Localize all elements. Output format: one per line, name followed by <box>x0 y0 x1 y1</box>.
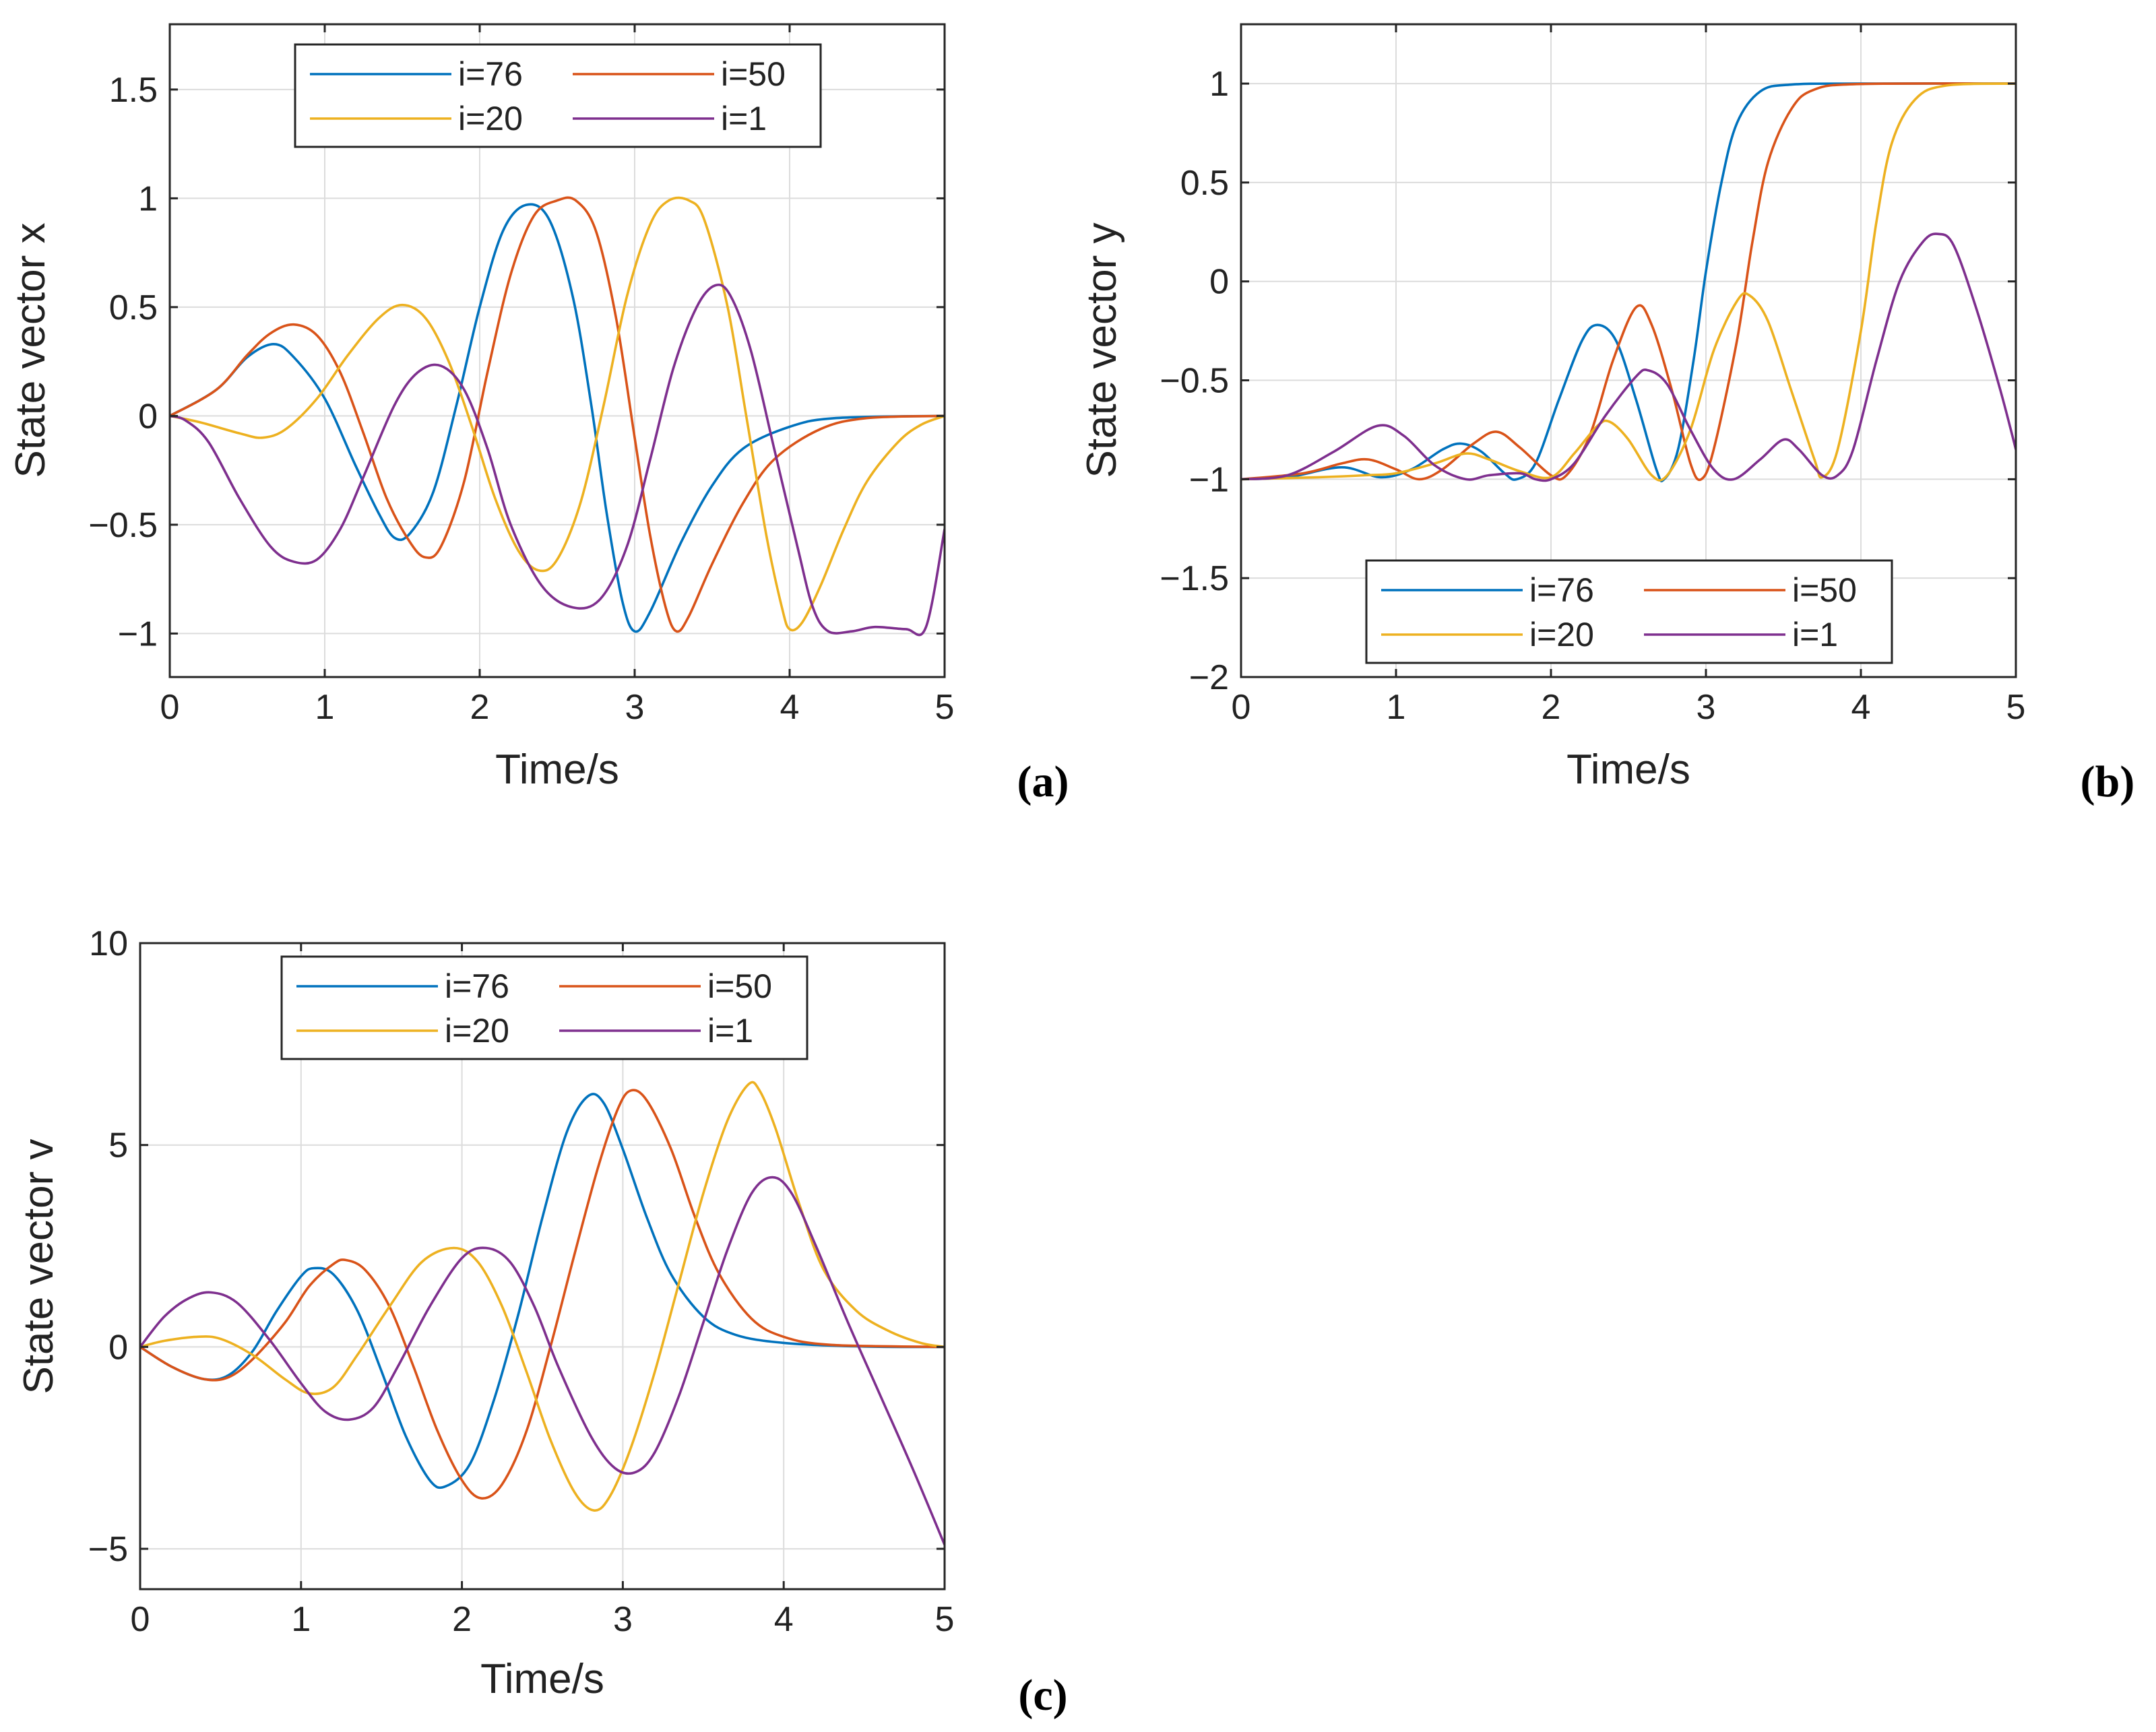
series-line-i-50 <box>140 1089 945 1500</box>
y-tick-label: 1 <box>138 179 158 218</box>
y-tick-label: 5 <box>108 1126 128 1165</box>
legend-label-i-1: i=1 <box>1792 616 1838 653</box>
x-tick-label: 4 <box>774 1600 794 1639</box>
panel-label-c: (c) <box>1018 1671 1067 1720</box>
series-line-i-76 <box>140 1093 945 1489</box>
series-line-i-76 <box>1241 82 2016 482</box>
y-tick-label: 0.5 <box>109 288 158 327</box>
legend-box <box>280 955 808 1060</box>
x-tick-label: 0 <box>131 1600 150 1639</box>
legend-label-i-76: i=76 <box>445 967 509 1005</box>
x-tick-label: 0 <box>160 688 180 727</box>
x-tick-label: 2 <box>470 688 490 727</box>
x-tick-label: 3 <box>1697 688 1716 727</box>
legend-label-i-20: i=20 <box>1529 616 1594 653</box>
chart-panel-a: 0 1 2 3 4 5 −1 −0.5 0 0.5 1 1.5 Time/s State vector… <box>7 23 1069 806</box>
x-tick-label: 5 <box>935 688 955 727</box>
x-tick-label: 3 <box>613 1600 633 1639</box>
plot-frame <box>168 23 946 678</box>
legend-box <box>1365 559 1893 664</box>
x-tick-label: 5 <box>2006 688 2026 727</box>
x-tick-label: 4 <box>1851 688 1871 727</box>
legend-label-i-50: i=50 <box>707 967 772 1005</box>
y-tick-label: 0.5 <box>1180 164 1229 203</box>
x-tick-label: 1 <box>1387 688 1406 727</box>
panel-label-b: (b) <box>2081 757 2135 806</box>
x-tick-label: 1 <box>315 688 335 727</box>
y-tick-label: −2 <box>1189 658 1229 697</box>
panel-label-a: (a) <box>1017 757 1069 806</box>
y-tick-label: 1 <box>1209 65 1229 104</box>
x-tick-label: 3 <box>625 688 645 727</box>
series-line-i-50 <box>170 196 945 633</box>
legend: i=76 i=50 i=20 i=1 <box>280 955 808 1060</box>
x-tick-label: 1 <box>291 1600 311 1639</box>
series-line-i-50 <box>1241 82 2016 482</box>
y-tick-label: −1 <box>118 614 158 653</box>
series-line-i-20 <box>1241 82 2016 482</box>
legend-label-i-20: i=20 <box>458 100 523 137</box>
y-tick-label: 1.5 <box>109 71 158 110</box>
series-line-i-1 <box>140 1176 945 1546</box>
series-line-i-20 <box>170 196 945 632</box>
series-line-i-20 <box>140 1081 945 1512</box>
legend: i=76 i=50 i=20 i=1 <box>1365 559 1893 664</box>
y-tick-label: 0 <box>1209 263 1229 302</box>
y-tick-label: −1.5 <box>1160 559 1229 598</box>
plot-frame <box>139 942 946 1591</box>
legend-label-i-50: i=50 <box>721 55 786 93</box>
chart-panel-b: 0 1 2 3 4 5 −2 −1.5 −1 −0.5 0 0.5 1 Time/s State vec… <box>1079 23 2135 806</box>
x-tick-label: 2 <box>1542 688 1561 727</box>
y-tick-label: 0 <box>138 397 158 436</box>
y-axis-label: State vector x <box>7 222 54 478</box>
series-line-i-76 <box>170 203 945 633</box>
y-tick-label: −0.5 <box>88 506 158 545</box>
x-tick-label: 0 <box>1232 688 1251 727</box>
legend-label-i-20: i=20 <box>445 1012 509 1050</box>
legend-box <box>294 43 822 148</box>
x-tick-label: 4 <box>780 688 800 727</box>
y-tick-label: −5 <box>88 1530 128 1569</box>
legend: i=76 i=50 i=20 i=1 <box>294 43 822 148</box>
x-tick-label: 2 <box>452 1600 472 1639</box>
plot-frame <box>1240 23 2017 678</box>
y-tick-label: −0.5 <box>1160 362 1229 401</box>
series-line-i-1 <box>1241 232 2016 482</box>
legend-label-i-76: i=76 <box>1529 571 1594 609</box>
legend-label-i-1: i=1 <box>721 100 767 137</box>
legend-label-i-76: i=76 <box>458 55 523 93</box>
x-axis-label: Time/s <box>495 746 619 793</box>
x-axis-label: Time/s <box>1566 746 1690 793</box>
x-tick-label: 5 <box>935 1600 955 1639</box>
series-line-i-1 <box>170 283 945 637</box>
y-axis-label: State vector y <box>1079 222 1125 478</box>
legend-label-i-50: i=50 <box>1792 571 1857 609</box>
y-tick-label: 0 <box>108 1328 128 1367</box>
y-tick-label: 10 <box>89 924 128 963</box>
x-axis-label: Time/s <box>480 1656 604 1702</box>
y-tick-label: −1 <box>1189 460 1229 499</box>
y-axis-label: State vector v <box>15 1138 62 1394</box>
legend-label-i-1: i=1 <box>707 1012 753 1050</box>
